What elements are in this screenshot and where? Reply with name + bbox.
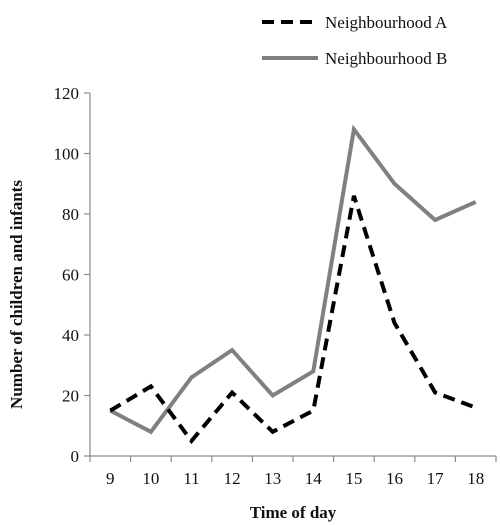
y-tick-label: 20: [62, 387, 79, 406]
x-axis-title: Time of day: [250, 503, 337, 522]
x-tick-label: 13: [264, 469, 281, 488]
x-tick-label: 10: [142, 469, 159, 488]
x-tick-label: 16: [386, 469, 403, 488]
y-tick-label: 0: [71, 447, 80, 466]
y-tick-label: 60: [62, 266, 79, 285]
x-tick-label: 14: [305, 469, 323, 488]
series-line-a: [109, 195, 477, 445]
y-tick-label: 100: [54, 145, 80, 164]
legend-label-a: Neighbourhood A: [325, 13, 448, 32]
y-tick-label: 120: [54, 84, 80, 103]
legend: Neighbourhood A Neighbourhood B: [262, 13, 448, 68]
x-tick-label: 9: [106, 469, 115, 488]
x-tick-label: 18: [467, 469, 484, 488]
legend-label-b: Neighbourhood B: [325, 49, 447, 68]
x-tick-label: 11: [183, 469, 199, 488]
x-tick-label: 15: [345, 469, 362, 488]
y-axis-title: Number of children and infants: [7, 180, 26, 409]
series-layer: [109, 124, 477, 445]
series-line-b: [109, 124, 477, 435]
axes: 0 20 40 60 80 100 120 9 10 11 12 13 14 15 16 17 18: [54, 84, 497, 488]
y-tick-label: 80: [62, 205, 79, 224]
x-tick-label: 17: [427, 469, 445, 488]
x-tick-label: 12: [224, 469, 241, 488]
y-tick-label: 40: [62, 326, 79, 345]
